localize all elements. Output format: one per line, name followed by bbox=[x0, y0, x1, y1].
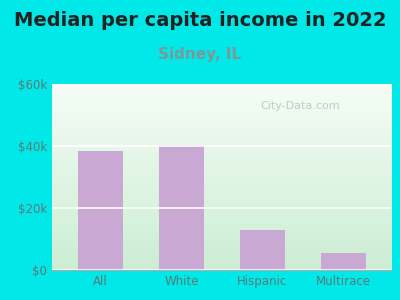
Bar bbox=[159, 146, 204, 270]
Text: Median per capita income in 2022: Median per capita income in 2022 bbox=[14, 11, 386, 29]
Text: City-Data.com: City-Data.com bbox=[260, 101, 340, 111]
Bar bbox=[240, 230, 285, 270]
Bar bbox=[78, 151, 123, 270]
Bar bbox=[321, 253, 366, 270]
Text: Sidney, IL: Sidney, IL bbox=[158, 46, 242, 62]
